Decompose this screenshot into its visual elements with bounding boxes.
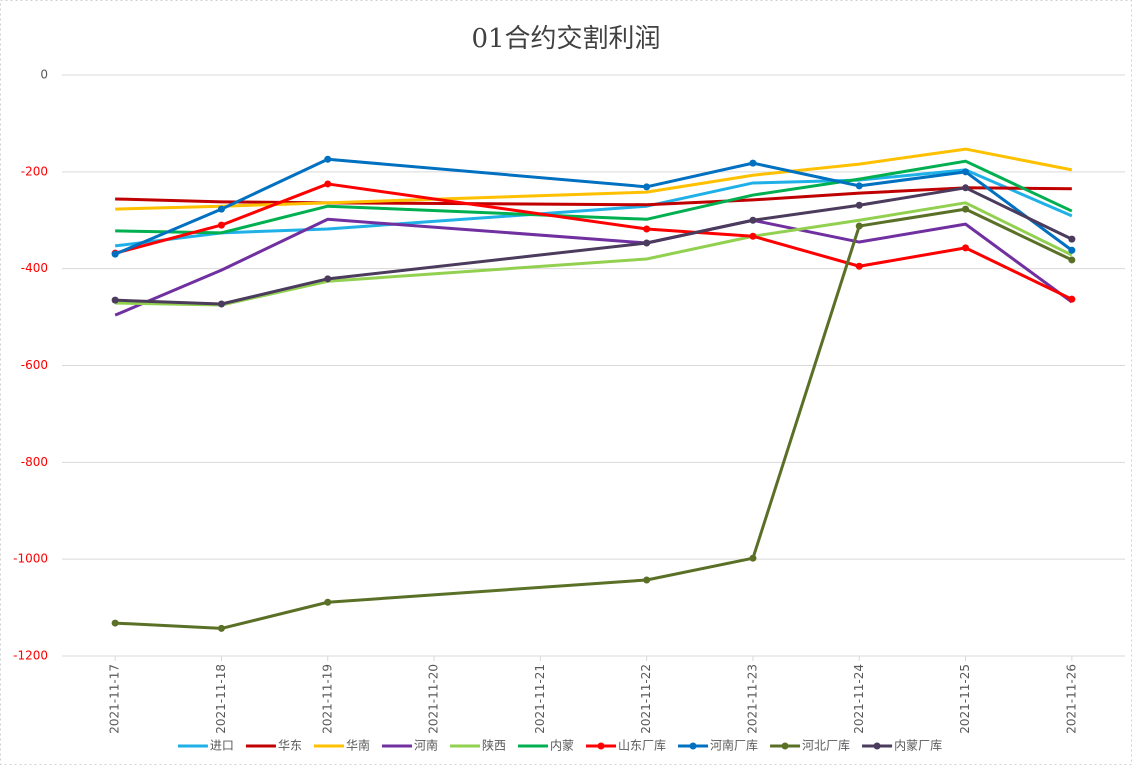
chart-title: 01合约交割利润 xyxy=(471,24,660,54)
point xyxy=(855,201,863,209)
legend-marker xyxy=(873,742,881,750)
point xyxy=(111,296,119,304)
legend-item: 华南 xyxy=(313,738,370,753)
point xyxy=(324,155,332,163)
point xyxy=(962,205,970,213)
legend-label: 陕西 xyxy=(482,738,506,753)
point xyxy=(643,576,651,584)
point xyxy=(962,168,970,176)
x-tick-label: 2021-11-18 xyxy=(214,664,228,734)
point xyxy=(1068,295,1076,303)
point xyxy=(643,225,651,233)
point xyxy=(1068,256,1076,264)
legend-item: 陕西 xyxy=(449,738,506,753)
series-line xyxy=(115,207,1073,630)
y-tick-label: -600 xyxy=(21,358,48,372)
point xyxy=(749,159,757,167)
legend-label: 华南 xyxy=(346,738,370,753)
legend-item: 内蒙厂库 xyxy=(862,738,942,753)
point xyxy=(643,239,651,247)
point xyxy=(962,244,970,252)
point xyxy=(855,182,863,190)
series-line xyxy=(114,157,1073,256)
x-tick-label: 2021-11-24 xyxy=(852,664,866,734)
point xyxy=(324,598,332,606)
legend-label: 进口 xyxy=(210,739,234,753)
legend-item: 河南 xyxy=(381,738,438,753)
legend-marker xyxy=(781,742,789,750)
y-tick-label: -200 xyxy=(21,164,48,178)
x-tick-label: 2021-11-26 xyxy=(1064,664,1078,734)
point xyxy=(749,232,757,240)
x-tick-label: 2021-11-25 xyxy=(958,664,972,734)
legend-label: 河北厂库 xyxy=(802,738,850,753)
legend-item: 进口 xyxy=(177,739,234,753)
point xyxy=(749,216,757,224)
legend-item: 河南厂库 xyxy=(678,738,758,753)
y-tick-label: -800 xyxy=(21,455,48,469)
point xyxy=(855,262,863,270)
x-tick-label: 2021-11-23 xyxy=(745,664,759,734)
series-line xyxy=(115,159,1073,235)
series-line xyxy=(115,147,1073,211)
y-tick-label: -1000 xyxy=(13,552,48,566)
point xyxy=(1068,235,1076,243)
legend-label: 山东厂库 xyxy=(618,738,666,753)
x-tick-label: 2021-11-19 xyxy=(320,664,334,734)
point xyxy=(111,619,119,627)
legend-item: 华东 xyxy=(245,739,302,753)
series-line xyxy=(115,186,1073,306)
legend-label: 河南厂库 xyxy=(710,738,758,753)
x-tick-label: 2021-11-20 xyxy=(427,664,441,734)
point xyxy=(1068,246,1076,254)
legend-item: 山东厂库 xyxy=(586,738,666,753)
legend-marker xyxy=(689,742,697,750)
legend-label: 内蒙 xyxy=(550,739,574,753)
point xyxy=(962,184,970,192)
point xyxy=(324,180,332,188)
y-tick-label: -400 xyxy=(21,261,48,275)
legend-label: 华东 xyxy=(278,739,302,753)
legend-label: 内蒙厂库 xyxy=(894,738,942,753)
x-tick-label: 2021-11-22 xyxy=(639,664,653,734)
x-tick-label: 2021-11-17 xyxy=(108,664,122,734)
point xyxy=(324,275,332,283)
point xyxy=(111,250,119,258)
point xyxy=(643,183,651,191)
x-tick-label: 2021-11-21 xyxy=(533,664,547,734)
legend-item: 河北厂库 xyxy=(770,738,850,753)
y-tick-label: 0 xyxy=(40,68,48,82)
legend-marker xyxy=(597,742,605,750)
series-line xyxy=(114,168,1073,248)
point xyxy=(217,205,225,213)
point xyxy=(217,624,225,632)
point xyxy=(217,300,225,308)
y-tick-label: -1200 xyxy=(13,649,48,663)
legend-item: 内蒙 xyxy=(518,739,574,753)
point xyxy=(855,222,863,230)
legend-label: 河南 xyxy=(414,738,438,753)
point xyxy=(749,554,757,562)
point xyxy=(217,221,225,229)
legend: 进口 华东 华南 河南 陕西 内蒙 山东厂库 河南厂库 河北厂库 内蒙厂库 xyxy=(177,738,942,753)
